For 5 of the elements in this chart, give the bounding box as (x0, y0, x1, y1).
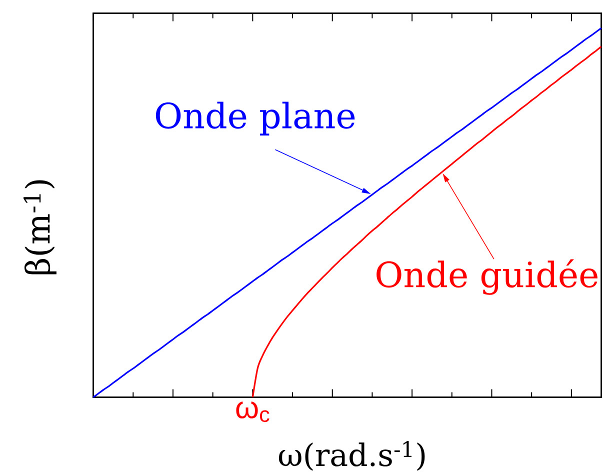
y-axis-title: β(m$^{-1}$) (24, 180, 56, 274)
series-label: Onde plane (156, 102, 355, 136)
series-label: Onde guidée (376, 259, 598, 295)
x-axis-title: ω(rad.s$^{-1}$) (279, 440, 425, 471)
annotation: ω$_{c}$ (236, 401, 270, 422)
